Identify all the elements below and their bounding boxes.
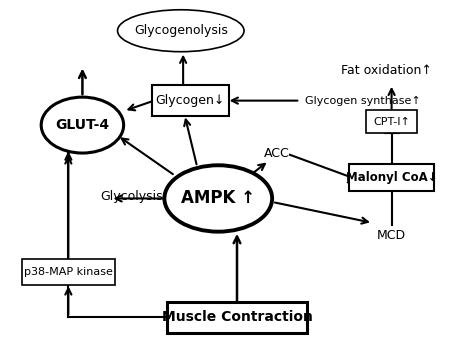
Ellipse shape — [118, 10, 244, 52]
FancyBboxPatch shape — [167, 301, 307, 333]
Text: AMPK ↑: AMPK ↑ — [181, 190, 255, 207]
Ellipse shape — [164, 165, 272, 232]
FancyBboxPatch shape — [366, 110, 417, 133]
Text: Malonyl CoA↓: Malonyl CoA↓ — [346, 171, 438, 184]
Ellipse shape — [41, 97, 124, 153]
FancyBboxPatch shape — [152, 85, 229, 116]
Text: Glycogenolysis: Glycogenolysis — [134, 24, 228, 37]
Text: Glycogen synthase↑: Glycogen synthase↑ — [305, 95, 420, 106]
Text: Glycogen↓: Glycogen↓ — [155, 94, 225, 107]
Text: MCD: MCD — [377, 229, 406, 242]
Text: CPT-I↑: CPT-I↑ — [373, 116, 410, 127]
FancyBboxPatch shape — [21, 259, 115, 285]
FancyBboxPatch shape — [349, 164, 434, 191]
Text: Fat oxidation↑: Fat oxidation↑ — [341, 64, 432, 77]
Text: Muscle Contraction: Muscle Contraction — [162, 310, 312, 324]
Text: GLUT-4: GLUT-4 — [55, 118, 109, 132]
Text: p38-MAP kinase: p38-MAP kinase — [24, 267, 113, 277]
Text: Glycolysis: Glycolysis — [100, 190, 163, 203]
Text: ACC: ACC — [264, 147, 290, 159]
